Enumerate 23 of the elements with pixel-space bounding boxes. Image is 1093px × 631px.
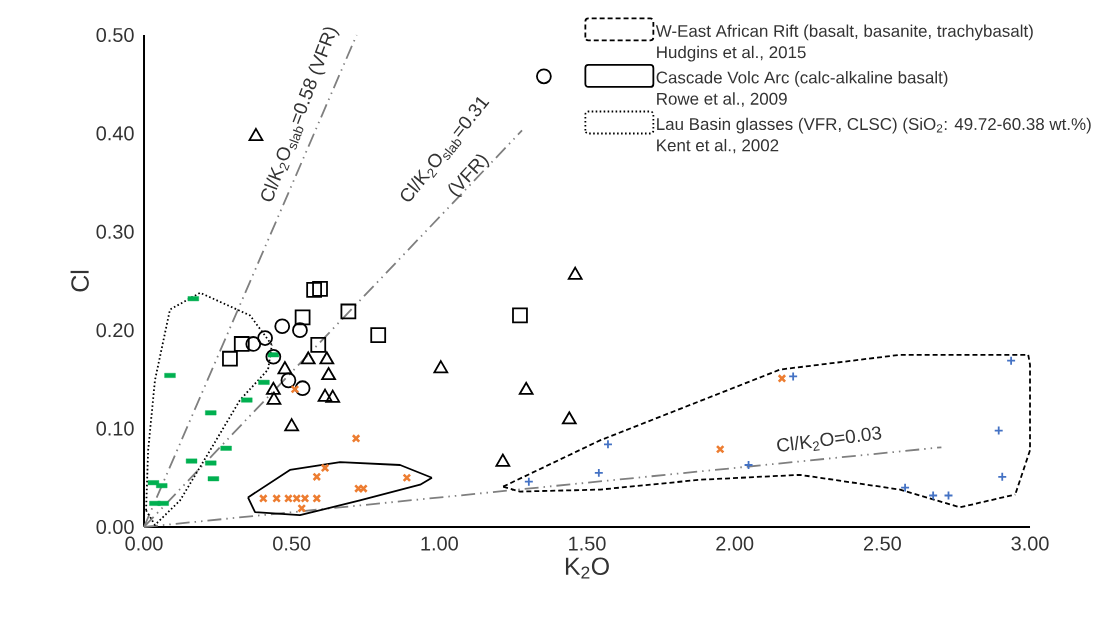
y-axis-title: Cl (70, 270, 89, 292)
x-tick-label: 2.00 (716, 536, 754, 551)
legend-label: Cascade Volc Arc (calc-alkaline basalt) (656, 71, 948, 87)
x-tick-label: 1.50 (569, 536, 606, 551)
x-axis-title: K$_{2}$O (565, 557, 609, 579)
x-tick-label: 2.50 (863, 536, 901, 551)
y-tick-label: 0.10 (96, 421, 134, 436)
y-tick-label: 0.00 (96, 519, 134, 535)
annotation: Cl/K$_{2}$O=0.03 (777, 426, 882, 452)
annotation: Cl/K$_{2}$O$_{slab}$=0.58 (VFR) (261, 27, 340, 202)
y-tick-label: 0.30 (96, 224, 134, 239)
y-tick-label: 0.50 (96, 27, 134, 43)
y-tick-label: 0.20 (96, 323, 134, 338)
annotation: Kent et al., 2002 (657, 138, 779, 154)
x-tick-label: 1.00 (421, 536, 458, 551)
annotation: Rowe et al., 2009 (657, 92, 787, 107)
x-tick-label: 0.00 (125, 536, 163, 551)
y-tick-label: 0.40 (96, 126, 134, 141)
legend-label: Lau Basin glasses (VFR, CLSC) (SiO$_{2}$: 49.72-60.38 wt.%) (657, 117, 1091, 134)
legend-label: W-East African Rift (basalt, basanite, trachybasalt) (655, 24, 1033, 41)
x-tick-label: 0.50 (273, 536, 311, 551)
annotation: Hudgins et al., 2015 (657, 45, 806, 62)
x-tick-label: 3.00 (1011, 536, 1049, 551)
